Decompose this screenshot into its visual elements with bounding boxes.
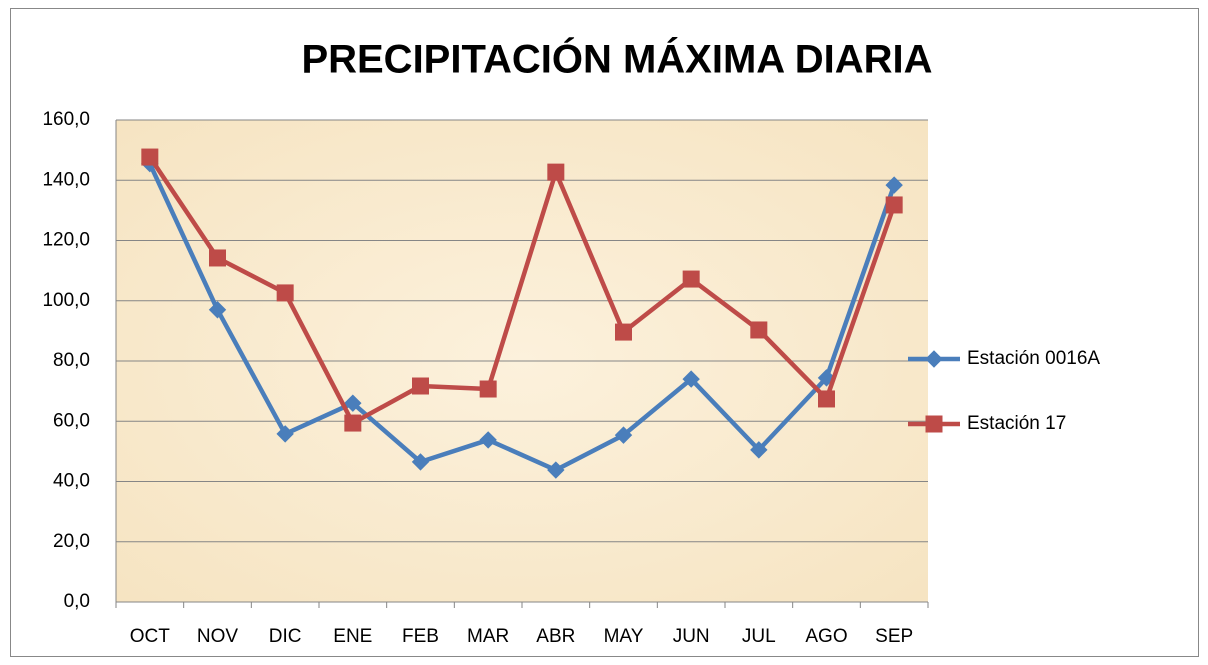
x-tick-label: ENE [333,626,372,647]
legend-label: Estación 0016A [967,348,1100,369]
x-tick-label: OCT [130,626,171,647]
marker [344,414,362,432]
x-tick-label: SEP [875,626,913,647]
marker [885,176,903,194]
marker [614,426,633,444]
series-line [147,155,897,426]
marker [276,284,294,302]
marker [141,148,159,166]
y-tick-label: 160,0 [42,109,90,130]
x-tick-label: NOV [197,626,239,647]
marker [547,163,565,181]
x-tick-label: JUN [673,626,710,647]
y-tick-label: 140,0 [42,169,90,190]
marker [412,377,429,395]
marker [411,453,430,471]
y-tick-label: 0,0 [64,591,90,612]
marker [750,321,768,339]
chart-title: PRECIPITACIÓN MÁXIMA DIARIA [301,36,932,82]
marker [885,196,903,214]
x-tick-label: AGO [805,626,847,647]
x-tick-label: JUL [742,626,776,647]
x-tick-label: ABR [536,626,575,647]
series-line [147,162,897,473]
y-tick-label: 80,0 [53,350,90,371]
marker [615,323,632,341]
marker [818,390,835,408]
marker [925,350,943,368]
x-tick-label: FEB [402,626,439,647]
marker [682,270,700,288]
marker [209,249,226,267]
marker [750,441,768,459]
marker [925,415,943,433]
y-tick-label: 40,0 [53,471,90,492]
marker [547,461,565,479]
y-tick-label: 120,0 [42,230,90,251]
y-tick-label: 100,0 [42,290,90,311]
marker [208,301,227,319]
marker [682,370,700,388]
legend-label: Estación 17 [967,413,1066,434]
x-tick-label: MAR [467,626,509,647]
x-tick-label: DIC [269,626,302,647]
marker [344,394,362,412]
y-tick-label: 60,0 [53,410,90,431]
y-tick-label: 20,0 [53,531,90,552]
marker [479,431,497,449]
marker [276,425,294,443]
marker [479,380,497,398]
x-tick-label: MAY [604,626,644,647]
